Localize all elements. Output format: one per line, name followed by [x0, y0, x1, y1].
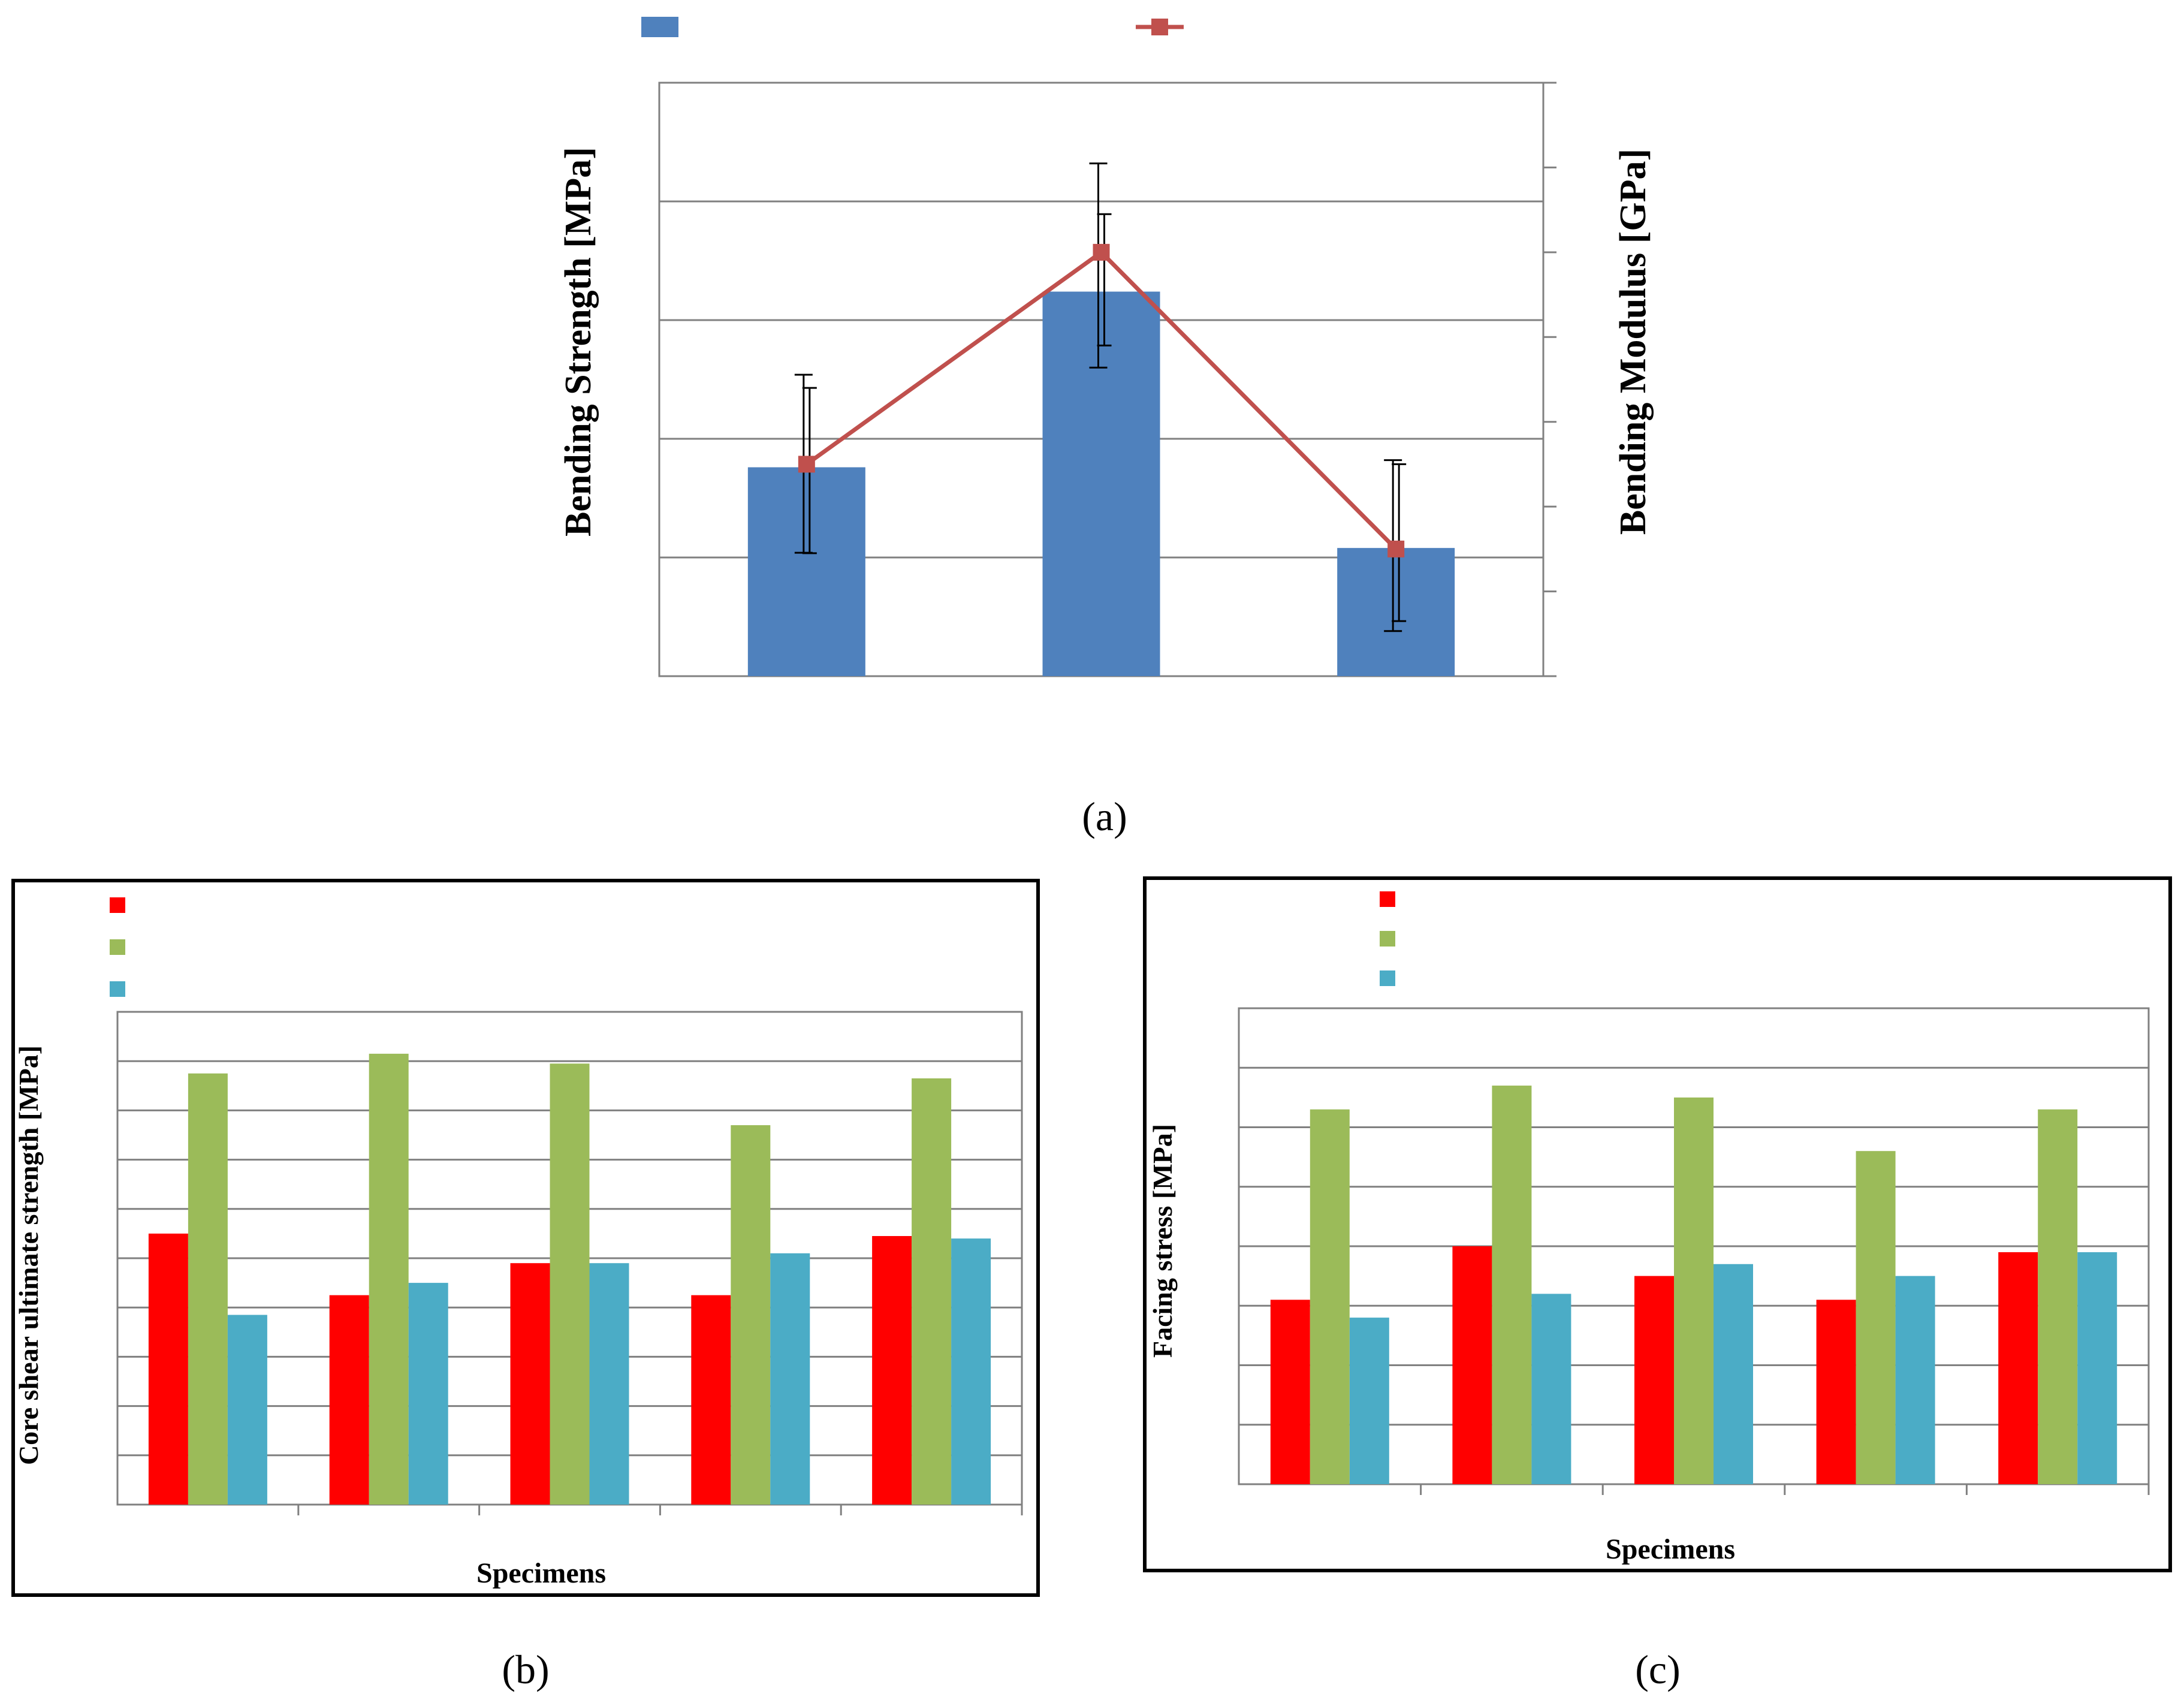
chart-c-xlabel: Specimens [1606, 1533, 1735, 1565]
chart-b-frame [11, 879, 1040, 1597]
chart-c-legend-swatch [1380, 931, 1395, 947]
chart-b-bar [510, 1263, 550, 1505]
chart-b-legend-swatch [110, 897, 125, 913]
chart-c-bar [1492, 1086, 1532, 1484]
chart-b: Specimens Core shear ultimate strength [… [11, 879, 1040, 1692]
chart-c-frame [1143, 876, 2172, 1572]
chart-c-bar [1895, 1276, 1935, 1484]
chart-a-bar [747, 467, 865, 676]
chart-a-line-marker [1093, 243, 1110, 261]
chart-c-bar [1452, 1246, 1492, 1484]
chart-a-line [798, 213, 1407, 622]
chart-a-bar [1337, 548, 1455, 676]
chart-b-bar [951, 1238, 991, 1505]
chart-b-ticks [297, 1505, 1023, 1515]
chart-c-bar [2077, 1252, 2117, 1484]
chart-b-bar [731, 1125, 771, 1505]
chart-c-bar [1531, 1294, 1571, 1484]
chart-a-ylabel: Bending Strength [MPa] [558, 147, 599, 536]
chart-b-ylabel: Core shear ultimate strength [MPa] [13, 1045, 44, 1465]
chart-b-bar [227, 1315, 267, 1505]
chart-c-bar [1816, 1300, 1856, 1484]
chart-a-line-marker [798, 456, 815, 473]
chart-b-legend-swatch [110, 939, 125, 955]
chart-c-ticks [1420, 1484, 2150, 1495]
panel-label-a: (a) [1082, 794, 1127, 839]
chart-a: Bending Strength [MPa] Bending Modulus [… [558, 17, 1654, 839]
chart-b-bars [148, 1053, 991, 1505]
chart-b-bar [872, 1236, 912, 1505]
chart-c-bars [1270, 1086, 2117, 1484]
chart-b-bar [691, 1295, 731, 1505]
chart-b-bar [188, 1073, 228, 1505]
chart-a-line-marker [1387, 540, 1405, 557]
chart-c-legend-swatch [1380, 970, 1395, 986]
chart-b-bar [589, 1263, 629, 1505]
chart-b-legend-swatch [110, 981, 125, 997]
chart-c-bar [1349, 1318, 1389, 1484]
chart-b-legend [110, 897, 125, 997]
chart-c-bar [2038, 1109, 2078, 1484]
chart-c-bar [1674, 1097, 1714, 1484]
chart-b-bar [912, 1078, 952, 1505]
chart-c: Specimens Facing stress [MPa] (c) [1143, 876, 2172, 1692]
chart-a-legend-swatch-strength [641, 17, 678, 37]
chart-c-legend [1380, 891, 1395, 986]
chart-c-ylabel: Facing stress [MPa] [1147, 1124, 1178, 1358]
chart-c-bar [1270, 1300, 1310, 1484]
chart-b-bar [148, 1233, 188, 1505]
chart-b-bar [329, 1295, 369, 1505]
panel-label-c: (c) [1635, 1647, 1680, 1692]
chart-c-bar [1998, 1252, 2038, 1484]
chart-a-legend [641, 17, 1184, 37]
chart-a-ylabel-right: Bending Modulus [GPa] [1613, 149, 1654, 535]
chart-a-ticks [1543, 82, 1556, 677]
chart-c-legend-swatch [1380, 891, 1395, 907]
chart-c-bar [1714, 1264, 1753, 1484]
chart-b-bar [770, 1253, 810, 1505]
chart-a-legend-swatch-modulus-marker [1151, 19, 1168, 35]
chart-b-bar [408, 1283, 448, 1505]
chart-a-bar [1042, 291, 1160, 677]
chart-a-bars [747, 162, 1455, 677]
chart-b-bar [369, 1053, 409, 1505]
chart-c-bar [1856, 1151, 1896, 1484]
chart-b-bar [550, 1063, 590, 1505]
chart-c-bar [1634, 1276, 1674, 1484]
panel-label-b: (b) [502, 1647, 549, 1692]
chart-b-xlabel: Specimens [476, 1557, 606, 1589]
chart-c-bar [1310, 1109, 1350, 1484]
